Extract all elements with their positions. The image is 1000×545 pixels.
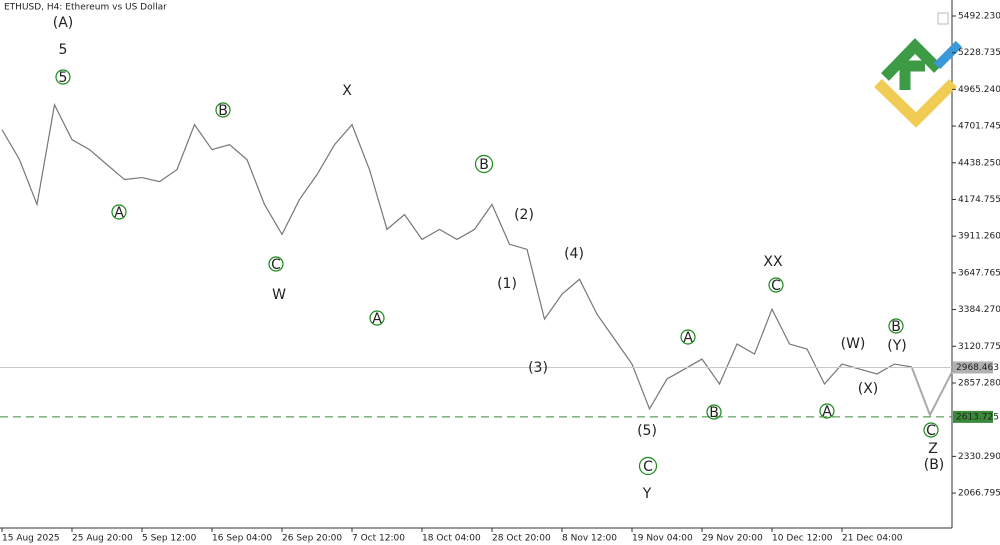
x-tick-label: 5 Sep 12:00 [142, 534, 197, 544]
wave-label: 5 [59, 70, 68, 86]
y-tick-label: 3120.775 [958, 342, 1000, 352]
wave-circle [215, 102, 231, 118]
wave-label: A [372, 311, 382, 327]
x-tick-label: 10 Dec 12:00 [772, 534, 833, 544]
x-tick-label: 16 Sep 04:00 [212, 534, 272, 544]
level-box [953, 410, 993, 423]
wave-circle [819, 403, 835, 419]
wave-circle [268, 256, 284, 272]
wave-circle [474, 154, 494, 174]
x-tick-label: 28 Oct 20:00 [492, 534, 551, 544]
wave-label: (X) [858, 381, 879, 397]
current-price-label: 2968.463 [956, 363, 999, 373]
wave-label: (5) [637, 423, 657, 439]
y-tick-label: 4701.745 [958, 122, 1000, 132]
wave-label: B [479, 157, 489, 173]
x-tick-label: 7 Oct 12:00 [352, 534, 405, 544]
wave-label: C [271, 257, 281, 273]
wave-circle [680, 329, 696, 345]
wave-label: XX [763, 254, 783, 270]
wave-circle [55, 69, 71, 85]
y-tick-label: 4174.755 [958, 195, 1000, 205]
y-tick-label: 2330.290 [958, 452, 1000, 462]
wave-label: Y [642, 486, 652, 502]
price-line [1, 102, 913, 411]
wave-label: (1) [497, 276, 517, 292]
wave-label: B [891, 319, 901, 335]
wave-circle [706, 404, 722, 420]
level-label: 2613.725 [956, 412, 999, 422]
wave-circle [369, 310, 385, 326]
wave-circle [111, 204, 127, 220]
wave-label: B [218, 103, 228, 119]
wave-label: A [683, 330, 693, 346]
x-tick-label: 25 Aug 20:00 [72, 534, 133, 544]
trade-icon [937, 12, 949, 25]
wave-label: C [771, 278, 781, 294]
wave-label: (2) [514, 207, 534, 223]
y-tick-label: 4438.250 [958, 158, 1000, 168]
wave-circle [638, 456, 658, 476]
chart-title: ETHUSD, H4: Ethereum vs US Dollar [4, 3, 167, 13]
forecast-path [911, 367, 953, 418]
wave-label: 5 [59, 42, 68, 58]
x-tick-label: 29 Nov 20:00 [702, 534, 763, 544]
wave-label: C [926, 423, 936, 439]
wave-circle [768, 277, 784, 293]
wave-label: C [643, 459, 653, 475]
wave-label: (A) [53, 15, 74, 31]
x-tick-label: 15 Aug 2025 [2, 534, 60, 544]
wave-label: X [342, 83, 352, 99]
wave-label: A [822, 404, 832, 420]
wave-label: (Y) [887, 338, 906, 354]
y-tick-label: 3647.765 [958, 268, 1000, 278]
logo [874, 38, 963, 128]
y-tick-label: 3384.270 [958, 305, 1000, 315]
wave-label: (B) [924, 457, 945, 473]
y-tick-label: 5228.735 [958, 48, 1000, 58]
y-tick-label: 5492.230 [958, 11, 1000, 21]
y-tick-label: 3911.260 [958, 232, 1000, 242]
x-tick-label: 26 Sep 20:00 [282, 534, 342, 544]
wave-label: (W) [841, 336, 866, 352]
x-tick-label: 19 Nov 04:00 [632, 534, 693, 544]
current-price-box [953, 361, 993, 374]
y-tick-label: 2857.280 [958, 378, 1000, 388]
y-tick-label: 2066.795 [958, 489, 1000, 499]
wave-label: (4) [564, 246, 584, 262]
x-tick-label: 8 Nov 12:00 [562, 534, 617, 544]
y-tick-label: 4965.240 [958, 85, 1000, 95]
wave-label: W [272, 287, 286, 303]
wave-label: B [709, 405, 719, 421]
x-tick-label: 21 Dec 04:00 [842, 534, 903, 544]
wave-circle [888, 318, 904, 334]
wave-label: (3) [528, 360, 548, 376]
x-tick-label: 18 Oct 04:00 [422, 534, 481, 544]
wave-label: Z [928, 441, 938, 457]
wave-circle [923, 422, 939, 438]
wave-label: A [114, 205, 124, 221]
